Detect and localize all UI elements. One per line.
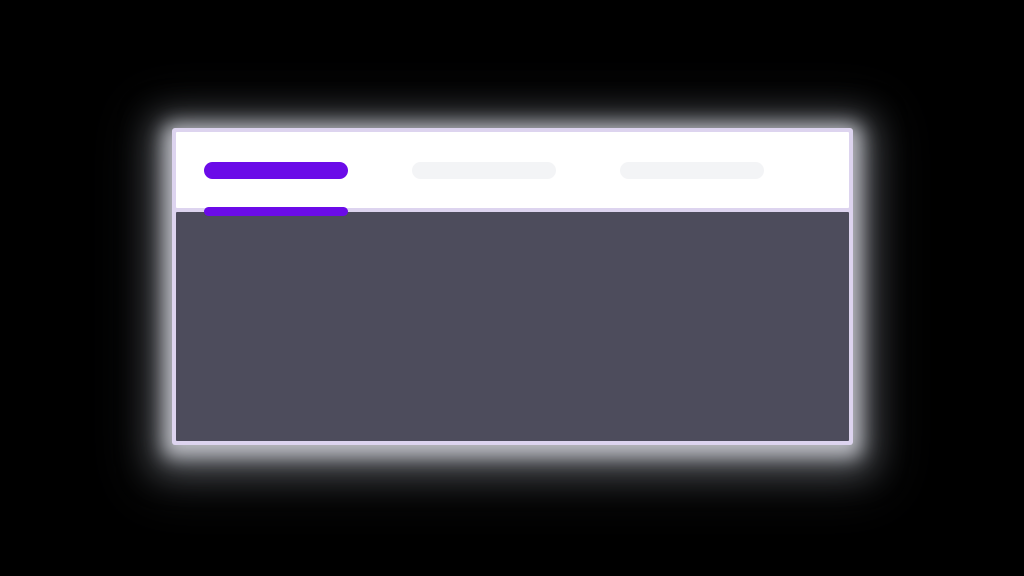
content-area xyxy=(176,212,849,441)
app-window xyxy=(172,128,853,445)
tab-placeholder-2[interactable] xyxy=(412,161,556,179)
tab-placeholder-3[interactable] xyxy=(620,161,764,179)
window-header-tabstrip xyxy=(176,132,849,208)
tab-active-placeholder[interactable] xyxy=(204,161,348,179)
active-tab-indicator xyxy=(204,207,348,216)
